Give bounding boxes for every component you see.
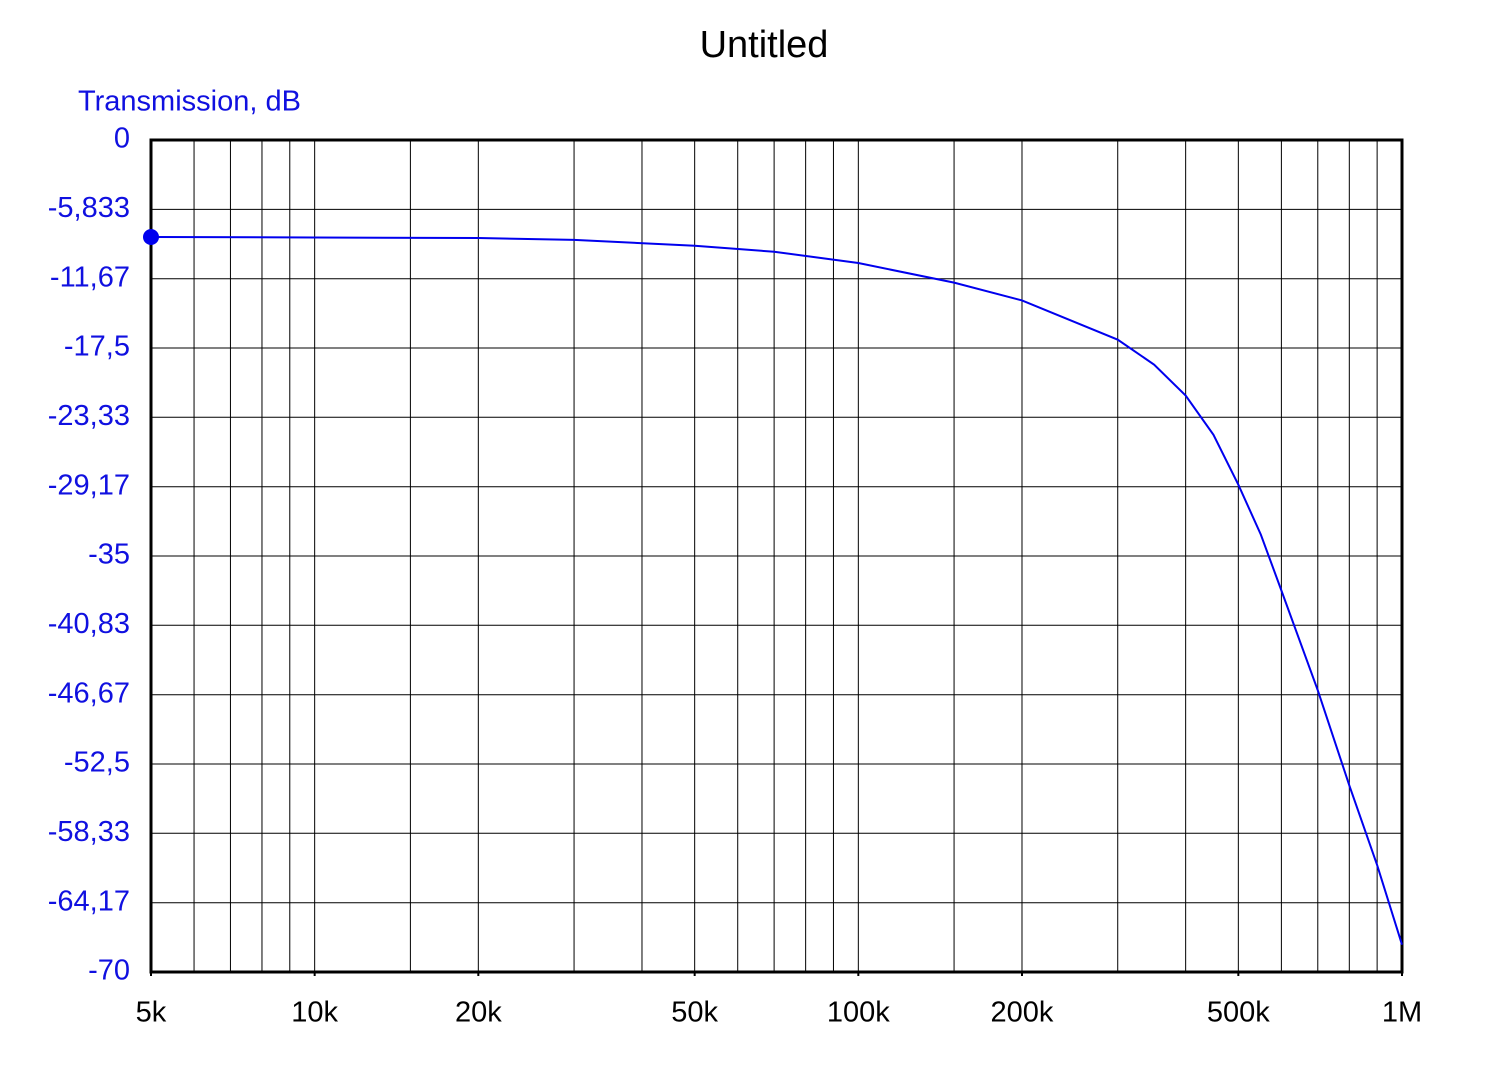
plot-frame	[149, 138, 1404, 974]
x-tick-label: 10k	[291, 997, 338, 1029]
y-tick-label: -11,67	[50, 261, 130, 293]
y-tick-label: -58,33	[48, 816, 130, 848]
x-tick-label: 20k	[455, 997, 502, 1029]
y-tick-label: -29,17	[48, 469, 130, 501]
chart-title: Untitled	[700, 24, 829, 66]
data-line	[150, 235, 1403, 945]
x-tick-label: 5k	[136, 997, 167, 1029]
y-tick-label: -46,67	[48, 677, 130, 709]
y-tick-label: -40,83	[48, 608, 130, 640]
x-tick-label: 50k	[671, 997, 718, 1029]
y-tick-label: -70	[88, 955, 130, 987]
x-tick-label: 200k	[991, 997, 1054, 1029]
y-tick-label: -52,5	[64, 747, 130, 779]
x-tick-label: 100k	[827, 997, 890, 1029]
y-tick-label: -23,33	[48, 400, 130, 432]
y-tick-label: -64,17	[48, 885, 130, 917]
start-marker	[143, 228, 159, 245]
y-tick-label: -17,5	[64, 331, 130, 363]
y-tick-label: -5,833	[48, 192, 130, 224]
x-tick-label: 1M	[1382, 997, 1422, 1029]
x-tick-label: 500k	[1207, 997, 1270, 1029]
y-axis-label: Transmission, dB	[78, 86, 301, 118]
y-tick-label: -35	[88, 539, 130, 571]
y-tick-label: 0	[114, 123, 130, 155]
